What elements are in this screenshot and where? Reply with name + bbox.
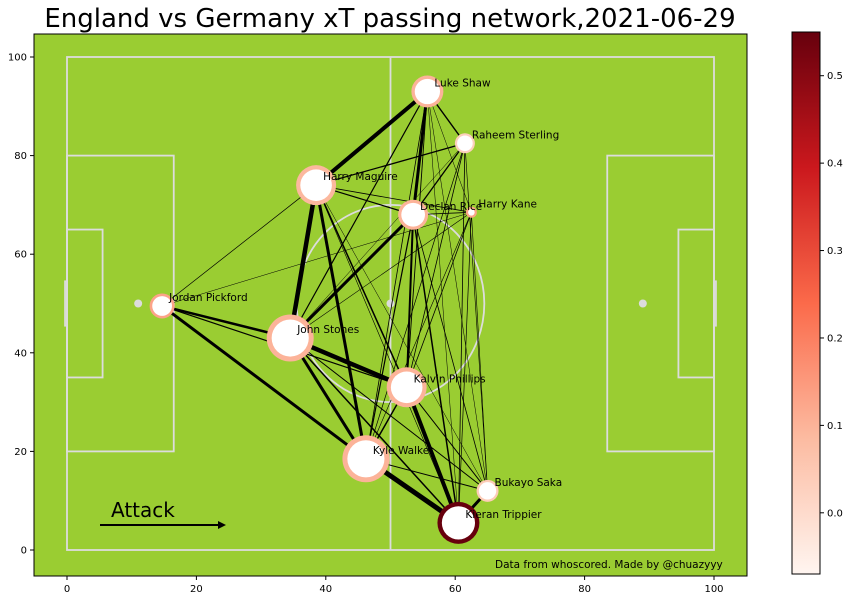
pass-edge-sterling-phillips [406,142,466,388]
player-node-core-kane [468,208,475,216]
pass-edge-stones-trippier [289,337,460,524]
player-node-core-sterling [457,135,473,152]
pass-edge-rice-phillips [405,213,415,389]
pass-edge-maguire-phillips [315,184,408,389]
y-tick-label: 80 [14,151,27,162]
player-node-core-phillips [390,371,423,404]
pass-edge-rice-stones [288,213,415,340]
left-goal [64,280,68,327]
credit-text: Data from whoscored. Made by @chuazyyy [495,559,723,571]
pass-edge-stones-saka [289,337,489,492]
player-node-core-walker [347,440,385,478]
pass-edge-rice-walker [365,214,414,460]
colorbar-tick-label: 0.4 [827,159,843,170]
x-axis: 0 20 40 60 80 100 [64,576,724,595]
pass-edge-maguire-stones [287,182,319,341]
attack-label: Attack [111,498,175,522]
pass-edge-shaw-stones [289,90,428,339]
left-penalty-spot [134,299,143,308]
x-tick-label: 40 [319,584,332,595]
pass-edge-sterling-saka [464,142,488,492]
colorbar-tick-label: 0.0 [827,508,843,519]
pass-edge-rice-shaw [411,90,429,217]
attack-arrow-head [218,521,226,529]
pass-edge-rice-trippier [412,214,460,524]
y-tick-label: 60 [14,250,27,261]
pass-edge-maguire-trippier [315,184,459,524]
player-label-saka: Bukayo Saka [495,477,563,489]
player-label-rice: Declan Rice [420,201,482,213]
player-label-stones: John Stones [296,324,359,336]
x-tick-label: 20 [190,584,203,595]
pass-edge-kane-saka [471,211,488,492]
colorbar-tick-label: 0.1 [827,421,843,432]
player-label-kane: Harry Kane [478,198,537,210]
y-tick-label: 20 [14,447,27,458]
pass-edge-sterling-trippier [458,142,466,524]
player-label-trippier: Kieran Trippier [465,509,542,521]
player-node-core-stones [271,319,309,357]
colorbar-tick-label: 0.5 [827,71,843,82]
pass-edge-kane-stones [289,211,472,339]
centre-spot [386,299,395,308]
player-node-core-trippier [441,506,476,540]
player-labels: Luke Shaw Raheem Sterling Harry Maguire Dec… [168,78,562,521]
pass-edge-stones-walker [288,336,368,461]
x-tick-label: 100 [704,584,723,595]
colorbar-tick-label: 0.3 [827,246,843,257]
player-node-core-shaw [414,78,441,105]
pass-edge-maguire-sterling [315,142,466,186]
colorbar [791,31,821,575]
player-label-pickford: Jordan Pickford [168,292,248,304]
pass-edge-maguire-pickford [161,184,317,307]
right-goal [713,280,717,327]
pass-edge-sterling-walker [365,142,466,460]
y-tick-label: 0 [21,546,27,557]
player-node-core-maguire [300,169,332,201]
player-node-core-rice [401,202,425,227]
pass-edge-phillips-saka [406,386,489,492]
colorbar-tick-label: 0.2 [827,333,843,344]
pass-edge-maguire-shaw [314,89,430,188]
x-tick-label: 80 [578,584,591,595]
player-label-phillips: Kalvin Phillips [414,373,486,385]
pass-edge-kane-walker [365,211,472,460]
player-label-maguire: Harry Maguire [323,171,398,183]
pass-edge-maguire-kane [315,184,472,213]
pass-edge-pickford-walker [160,304,368,461]
player-label-shaw: Luke Shaw [434,78,491,90]
x-tick-label: 0 [64,584,70,595]
right-penalty-spot [638,299,647,308]
chart-title: England vs Germany xT passing network,20… [44,4,735,34]
player-node-core-pickford [152,296,172,316]
player-label-sterling: Raheem Sterling [472,129,559,141]
pass-edge-kane-phillips [406,211,472,388]
x-tick-label: 60 [449,584,462,595]
pass-edge-maguire-saka [315,184,488,492]
y-tick-label: 40 [14,348,27,359]
colorbar-ticks: 0.0 0.1 0.2 0.3 0.4 0.5 [820,71,843,519]
pass-edge-phillips-trippier [404,385,461,525]
pass-edge-shaw-saka [427,91,488,492]
y-axis: 0 20 40 60 80 100 [8,53,34,557]
pass-edge-shaw-trippier [427,91,459,524]
player-label-walker: Kyle Walker [373,445,434,457]
pass-edge-shaw-walker [365,91,428,460]
plot-frame [33,33,748,577]
y-tick-label: 100 [8,53,27,64]
pass-edge-rice-saka [412,214,488,492]
player-node-core-saka [478,482,497,500]
player-nodes [149,75,499,544]
pass-edge-kane-trippier [458,211,472,524]
